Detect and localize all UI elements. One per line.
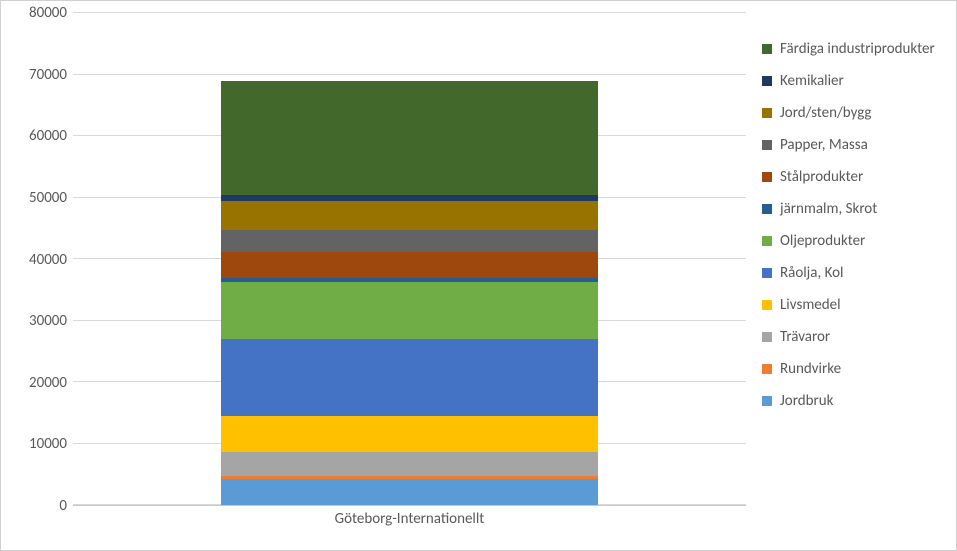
plot-row: 0100002000030000400005000060000700008000… bbox=[13, 13, 746, 506]
y-tick-label: 80000 bbox=[29, 4, 67, 22]
y-tick-label: 70000 bbox=[29, 66, 67, 84]
legend-item-livsmedel: Livsmedel bbox=[762, 296, 954, 314]
bar-segment-jordsten bbox=[221, 201, 598, 230]
legend-item-jordbruk: Jordbruk bbox=[762, 392, 954, 410]
legend-item-oljeprod: Oljeprodukter bbox=[762, 232, 954, 250]
legend-label: Oljeprodukter bbox=[780, 232, 865, 250]
bar-segment-raolja bbox=[221, 339, 598, 416]
legend-label: Kemikalier bbox=[780, 72, 844, 90]
legend-item-papper: Papper, Massa bbox=[762, 136, 954, 154]
y-tick-label: 0 bbox=[59, 497, 67, 515]
legend-item-kemikalier: Kemikalier bbox=[762, 72, 954, 90]
legend-swatch bbox=[762, 140, 772, 150]
legend-swatch bbox=[762, 172, 772, 182]
legend-label: Livsmedel bbox=[780, 296, 841, 314]
plot-column: 0100002000030000400005000060000700008000… bbox=[13, 13, 746, 538]
legend-item-fardiga: Färdiga industriprodukter bbox=[762, 40, 954, 58]
legend-swatch bbox=[762, 396, 772, 406]
chart-container: 0 10000 20000 30000 40000 50000 60000 70000 8000… bbox=[0, 0, 957, 551]
bar-segment-travaror bbox=[221, 452, 598, 477]
bar-holder bbox=[73, 13, 746, 505]
x-axis-row: Göteborg-Internationellt bbox=[13, 506, 746, 538]
legend-item-travaror: Trävaror bbox=[762, 328, 954, 346]
bar-segment-stalprod bbox=[221, 252, 598, 278]
y-tick-label: 20000 bbox=[29, 374, 67, 392]
plot-area bbox=[73, 13, 746, 506]
legend-swatch bbox=[762, 108, 772, 118]
bar-segment-fardiga bbox=[221, 81, 598, 195]
bar-segment-oljeprod bbox=[221, 282, 598, 339]
legend-label: Jord/sten/bygg bbox=[780, 104, 871, 122]
legend-label: Råolja, Kol bbox=[780, 264, 843, 282]
legend-item-stalprod: Stålprodukter bbox=[762, 168, 954, 186]
legend-label: Rundvirke bbox=[780, 360, 841, 378]
legend-item-raolja: Råolja, Kol bbox=[762, 264, 954, 282]
chart-inner: 0100002000030000400005000060000700008000… bbox=[13, 13, 956, 538]
y-tick-label: 40000 bbox=[29, 251, 67, 269]
legend-swatch bbox=[762, 268, 772, 278]
legend: Färdiga industriprodukter Kemikalier Jord/… bbox=[746, 13, 956, 538]
y-tick-label: 50000 bbox=[29, 189, 67, 207]
bar-segment-jordbruk bbox=[221, 479, 598, 505]
legend-swatch bbox=[762, 204, 772, 214]
legend-item-jordsten: Jord/sten/bygg bbox=[762, 104, 954, 122]
y-tick-label: 60000 bbox=[29, 127, 67, 145]
legend-swatch bbox=[762, 332, 772, 342]
legend-label: Trävaror bbox=[780, 328, 830, 346]
legend-label: Färdiga industriprodukter bbox=[780, 40, 935, 58]
x-axis-labels: Göteborg-Internationellt bbox=[73, 506, 746, 538]
legend-swatch bbox=[762, 236, 772, 246]
x-tick-label: Göteborg-Internationellt bbox=[335, 506, 485, 528]
y-axis: 0100002000030000400005000060000700008000… bbox=[13, 13, 73, 506]
bar bbox=[221, 13, 598, 505]
legend-swatch bbox=[762, 76, 772, 86]
legend-swatch bbox=[762, 44, 772, 54]
legend-swatch bbox=[762, 364, 772, 374]
legend-item-jarnmalm: järnmalm, Skrot bbox=[762, 200, 954, 218]
y-tick-label: 10000 bbox=[29, 435, 67, 453]
legend-swatch bbox=[762, 300, 772, 310]
legend-label: Stålprodukter bbox=[780, 168, 863, 186]
legend-label: Jordbruk bbox=[780, 392, 833, 410]
legend-item-rundvirke: Rundvirke bbox=[762, 360, 954, 378]
bar-segment-livsmedel bbox=[221, 416, 598, 452]
y-tick-label: 30000 bbox=[29, 312, 67, 330]
legend-label: Papper, Massa bbox=[780, 136, 868, 154]
legend-label: järnmalm, Skrot bbox=[780, 200, 877, 218]
bar-segment-papper bbox=[221, 230, 598, 252]
